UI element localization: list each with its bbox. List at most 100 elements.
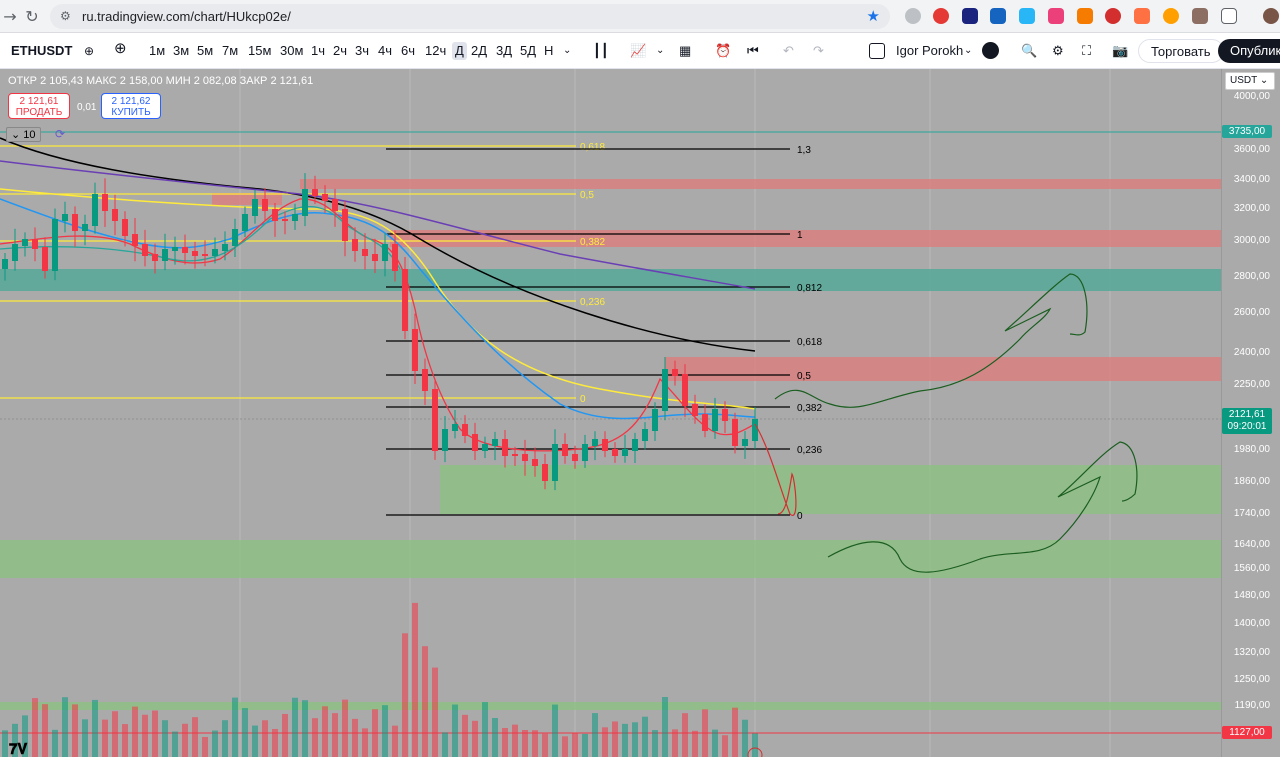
candle-body — [172, 247, 178, 251]
layout-checkbox-icon[interactable] — [869, 43, 885, 59]
redo-icon[interactable]: ↷ — [813, 43, 824, 58]
extension-coin-icon[interactable] — [1163, 8, 1179, 24]
layouts-icon[interactable]: ▦ — [679, 43, 692, 58]
candles-icon[interactable]: ┃┃ — [593, 43, 609, 58]
reload-icon[interactable]: ↻ — [25, 7, 39, 26]
volume-bar — [642, 716, 648, 757]
volume-bar — [312, 718, 318, 757]
adblock-icon[interactable] — [1105, 8, 1121, 24]
undo-icon[interactable]: ↶ — [783, 43, 794, 58]
buy-button[interactable]: 2 121,62 КУПИТЬ — [101, 93, 161, 119]
browser-bar: → ↻ ⚙ ru.tradingview.com/chart/HUkcp02e/… — [0, 0, 1280, 33]
volume-bar — [252, 725, 258, 757]
extension-shield-icon[interactable] — [990, 8, 1006, 24]
currency-select[interactable]: USDT ⌄ — [1225, 72, 1275, 90]
interval-13[interactable]: 2Д — [471, 43, 488, 58]
fib-left-label: 0,236 — [580, 297, 605, 308]
interval-10[interactable]: 6ч — [401, 43, 416, 58]
chevron-down-icon[interactable]: ⌄ — [563, 45, 572, 56]
volume-bar — [702, 709, 708, 757]
screenshot-icon[interactable]: 📷 — [1112, 43, 1129, 58]
chart-canvas[interactable]: 0,618 0,5 0,382 0,236 0 1,3 1 0,812 0,618 0,5 0,3… — [0, 69, 1221, 757]
volume-bar — [222, 720, 228, 757]
interval-0[interactable]: 1м — [149, 43, 166, 58]
extension-chart-icon[interactable] — [962, 8, 978, 24]
volume-bar — [432, 667, 438, 757]
candle-body — [162, 249, 168, 261]
volume-bar — [592, 713, 598, 757]
zone-green-1190 — [0, 702, 1221, 710]
interval-1[interactable]: 3м — [173, 43, 190, 58]
candle-body — [442, 429, 448, 451]
interval-7[interactable]: 2ч — [333, 43, 348, 58]
interval-4[interactable]: 15м — [248, 43, 272, 58]
volume-bar — [662, 697, 668, 757]
interval-9[interactable]: 4ч — [378, 43, 393, 58]
candle-body — [312, 189, 318, 196]
trade-button[interactable]: Торговать — [1138, 39, 1224, 63]
drawing-green-path-lower — [827, 441, 1138, 573]
replay-icon[interactable]: ⏮ — [747, 43, 759, 58]
candle-body — [742, 439, 748, 446]
chart-pane[interactable]: 0,618 0,5 0,382 0,236 0 1,3 1 0,812 0,618 0,5 0,3… — [0, 69, 1280, 757]
forward-icon[interactable]: → — [3, 7, 17, 26]
alert-icon[interactable]: ⏰ — [715, 43, 732, 58]
fullscreen-icon[interactable]: ⛶ — [1082, 43, 1092, 58]
interval-14[interactable]: 3Д — [496, 43, 513, 58]
symbol-search[interactable]: ETHUSDT — [11, 43, 73, 58]
volume-bar — [622, 723, 628, 757]
profile-avatar[interactable] — [1263, 8, 1279, 24]
interval-8[interactable]: 3ч — [355, 43, 370, 58]
indicators-collapse[interactable]: ⌄ 10 — [6, 127, 41, 142]
extension-paw-icon[interactable] — [1048, 8, 1064, 24]
volume-bar — [652, 730, 658, 757]
axis-tick: 2600,00 — [1233, 307, 1270, 318]
interval-6[interactable]: 1ч — [311, 43, 326, 58]
currency-label: USDT — [1230, 75, 1258, 86]
candle-body — [342, 209, 348, 241]
interval-12[interactable]: Д — [452, 42, 467, 60]
chevron-down-icon[interactable]: ⌄ — [656, 45, 665, 56]
ma-black — [0, 137, 756, 352]
quick-search-icon[interactable]: 🔍 — [1021, 43, 1038, 58]
interval-3[interactable]: 7м — [222, 43, 239, 58]
settings-icon[interactable]: ⚙ — [1052, 43, 1064, 58]
candle-body — [262, 199, 268, 211]
extensions-puzzle-icon[interactable] — [1221, 8, 1237, 24]
candle-body — [22, 239, 28, 246]
axis-tick: 1860,00 — [1233, 476, 1270, 487]
candle-body — [152, 254, 158, 261]
url-text: ru.tradingview.com/chart/HUkcp02e/ — [82, 9, 291, 24]
bookmark-star-icon[interactable]: ★ — [866, 8, 880, 25]
metamask-icon[interactable] — [1077, 8, 1093, 24]
site-info-icon[interactable]: ⚙ — [60, 9, 71, 23]
interval-5[interactable]: 30м — [280, 43, 304, 58]
extension-opera-icon[interactable] — [933, 8, 949, 24]
interval-16[interactable]: Н — [544, 43, 554, 58]
fib-right-label: 1 — [797, 230, 803, 241]
drawing-green-path-upper — [774, 273, 1088, 408]
fib-right-label: 0,236 — [797, 445, 822, 456]
candle-body — [572, 454, 578, 461]
zone-red-2300 — [665, 357, 1221, 381]
candle-countdown: 09:20:01 — [1227, 421, 1267, 432]
volume-bar — [522, 730, 528, 757]
interval-11[interactable]: 12ч — [425, 43, 447, 58]
interval-2[interactable]: 5м — [197, 43, 214, 58]
interval-15[interactable]: 5Д — [520, 43, 537, 58]
extension-camera-icon[interactable] — [1019, 8, 1035, 24]
add-symbol-icon[interactable]: ⊕ — [114, 40, 127, 57]
compare-icon[interactable]: ⊕ — [84, 44, 95, 58]
volume-bar — [672, 729, 678, 757]
extension-bird-icon[interactable] — [1192, 8, 1208, 24]
chevron-down-icon[interactable]: ⌄ — [964, 45, 973, 56]
info-icon[interactable] — [982, 42, 999, 59]
extension-arrow-icon[interactable] — [1134, 8, 1150, 24]
indicators-icon[interactable]: 📈 — [630, 43, 647, 58]
sell-button[interactable]: 2 121,61 ПРОДАТЬ — [8, 93, 70, 119]
address-bar[interactable]: ⚙ ru.tradingview.com/chart/HUkcp02e/ ★ — [50, 4, 890, 29]
sync-icon[interactable]: ⟳ — [55, 127, 66, 141]
publish-button[interactable]: Опублико — [1218, 39, 1280, 63]
globe-icon[interactable] — [905, 8, 921, 24]
user-name[interactable]: Igor Porokh — [896, 43, 964, 58]
